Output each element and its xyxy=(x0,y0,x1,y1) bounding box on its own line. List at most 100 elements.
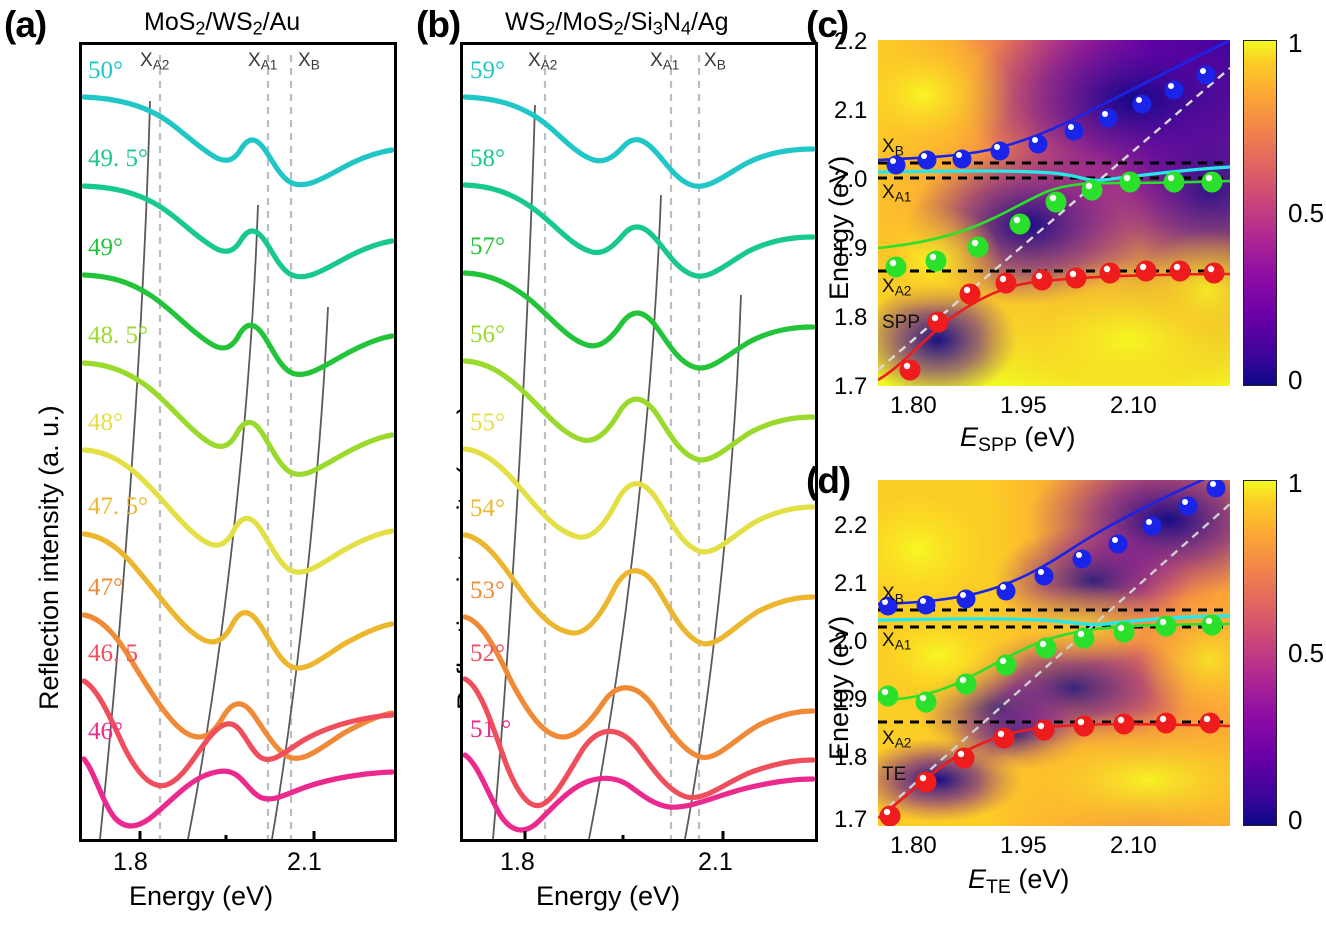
panel-c-xtick-2: 2.10 xyxy=(1110,392,1157,419)
panel-b-angle-6: 53° xyxy=(470,577,505,604)
panel-c-ytick-5: 1.7 xyxy=(834,373,868,400)
panel-c-label-spp: SPP xyxy=(882,312,921,333)
curve-a-4 xyxy=(82,447,394,575)
curve-b-7 xyxy=(463,676,815,809)
panel-a-curves xyxy=(82,55,394,839)
data-markers-upper xyxy=(886,65,1216,175)
panel-d-xtick-1: 1.95 xyxy=(1000,832,1047,859)
panel-a-angle-4: 48° xyxy=(88,409,123,436)
panel-b-title: WS2/MoS2/Si3N4/Ag xyxy=(505,8,729,39)
panel-b-angle-3: 56° xyxy=(470,321,505,348)
panel-b-xlabel: Energy (eV) xyxy=(536,881,681,911)
curve-a-1 xyxy=(82,183,394,280)
curve-b-3 xyxy=(463,358,815,463)
panel-a-angle-1: 49. 5° xyxy=(88,145,148,172)
panel-d-ytick-4: 1.8 xyxy=(834,744,868,771)
panel-b-label: (b) xyxy=(416,4,461,45)
curve-b-6 xyxy=(463,614,815,760)
panel-a-exciton-xa1: XA1 xyxy=(248,50,278,73)
panel-d-label-xb: XB xyxy=(882,584,904,607)
panel-a-xtick-0: 1.8 xyxy=(113,848,148,876)
panel-c-ytick-4: 1.8 xyxy=(834,304,868,331)
curve-b-2 xyxy=(463,270,815,371)
curve-b-8 xyxy=(463,752,815,833)
curve-a-2 xyxy=(82,272,394,378)
panel-c-label-xa2: XA2 xyxy=(882,276,912,299)
panel-a-angle-7: 46. 5 xyxy=(88,640,138,667)
panel-c-xtick-0: 1.80 xyxy=(890,392,937,419)
curve-a-6 xyxy=(82,612,394,761)
panel-a-angle-3: 48. 5° xyxy=(88,322,148,349)
panel-b-angle-8: 51 ° xyxy=(470,716,512,743)
panel-a-angle-0: 50° xyxy=(88,57,123,84)
panel-c-ytick-3: 1.9 xyxy=(834,235,868,262)
panel-b-exciton-xb: XB xyxy=(704,50,726,73)
data-markers-middle xyxy=(878,614,1223,713)
panel-c-plot[interactable]: XB XA1 XA2 SPP xyxy=(878,40,1230,386)
panel-a-exciton-xa2: XA2 xyxy=(140,50,170,73)
panel-d-ytick-1: 2.1 xyxy=(834,570,868,597)
panel-c-cbtick-1: 1 xyxy=(1288,28,1303,58)
panel-c-label-xb: XB xyxy=(882,136,904,159)
panel-c-colorbar[interactable] xyxy=(1243,40,1277,386)
panel-a-exciton-xb: XB xyxy=(298,50,320,73)
panel-d-xtick-0: 1.80 xyxy=(890,832,937,859)
data-markers-upper xyxy=(878,480,1226,616)
panel-d-colorbar[interactable] xyxy=(1243,480,1277,826)
curve-a-8 xyxy=(82,756,394,829)
panel-a-xticks xyxy=(138,831,316,841)
curve-b-1 xyxy=(463,182,815,279)
panel-d-cbtick-0: 0 xyxy=(1288,805,1303,835)
panel-b-xtick-1: 2.1 xyxy=(698,848,733,876)
panel-d-label: (d) xyxy=(806,460,851,501)
panel-d-cbtick-05: 0.5 xyxy=(1288,638,1325,668)
panel-b-plot-box[interactable] xyxy=(460,42,818,842)
data-markers-lower xyxy=(879,712,1221,826)
panel-d-xtick-2: 2.10 xyxy=(1110,832,1157,859)
panel-c-cbtick-05: 0.5 xyxy=(1288,198,1325,228)
panel-c-cbtick-0: 0 xyxy=(1288,365,1303,395)
panel-c-label-xa1: XA1 xyxy=(882,182,912,205)
panel-c-ytick-0: 2.2 xyxy=(834,28,868,55)
panel-d-ytick-5: 1.7 xyxy=(834,806,868,833)
panel-c-ytick-2: 2.0 xyxy=(834,166,868,193)
panel-b-curves xyxy=(463,55,815,839)
panel-d-ytick-0: 2.2 xyxy=(834,512,868,539)
panel-a-angle-5: 47. 5° xyxy=(88,493,148,520)
curve-a-3 xyxy=(82,360,394,477)
panel-b-angle-5: 54° xyxy=(470,495,505,522)
panel-d-cbtick-1: 1 xyxy=(1288,468,1303,498)
panel-b-angle-7: 52° xyxy=(470,640,505,667)
panel-a-plot-box[interactable] xyxy=(79,42,397,842)
panel-d-ytick-2: 2.0 xyxy=(834,628,868,655)
panel-d-label-xa2: XA2 xyxy=(882,728,912,751)
panel-d-label-xa1: XA1 xyxy=(882,630,912,653)
panel-b-angle-0: 59° xyxy=(470,57,505,84)
panel-d-xlabel: ETE (eV) xyxy=(968,864,1070,898)
data-markers-lower xyxy=(899,260,1225,381)
panel-d-plot[interactable]: XB XA1 XA2 TE xyxy=(878,480,1230,826)
curve-b-0 xyxy=(463,94,815,189)
curve-a-0 xyxy=(82,94,394,188)
data-markers-middle xyxy=(885,171,1223,278)
panel-c-label: (c) xyxy=(806,4,849,45)
panel-d-map xyxy=(878,480,1230,826)
panel-b-xticks xyxy=(523,831,725,841)
panel-c-map xyxy=(878,40,1230,386)
panel-c-ytick-1: 2.1 xyxy=(834,97,868,124)
panel-d-label-te: TE xyxy=(882,764,907,785)
panel-c-xtick-1: 1.95 xyxy=(1000,392,1047,419)
panel-a-label: (a) xyxy=(4,4,47,45)
panel-a-title: MoS2/WS2/Au xyxy=(144,8,301,39)
panel-d-ytick-3: 1.9 xyxy=(834,686,868,713)
mode-tracking-lines xyxy=(492,104,742,839)
cyan-branch xyxy=(878,165,1230,182)
middle-polariton-fit xyxy=(878,179,1230,250)
panel-a-angle-6: 47° xyxy=(88,574,123,601)
panel-b-exciton-xa1: XA1 xyxy=(650,50,680,73)
curve-b-4 xyxy=(463,446,815,555)
panel-c-xlabel: ESPP (eV) xyxy=(960,422,1076,456)
panel-a-xlabel: Energy (eV) xyxy=(129,881,274,911)
panel-a-xtick-1: 2.1 xyxy=(287,848,322,876)
panel-b-exciton-xa2: XA2 xyxy=(528,50,558,73)
